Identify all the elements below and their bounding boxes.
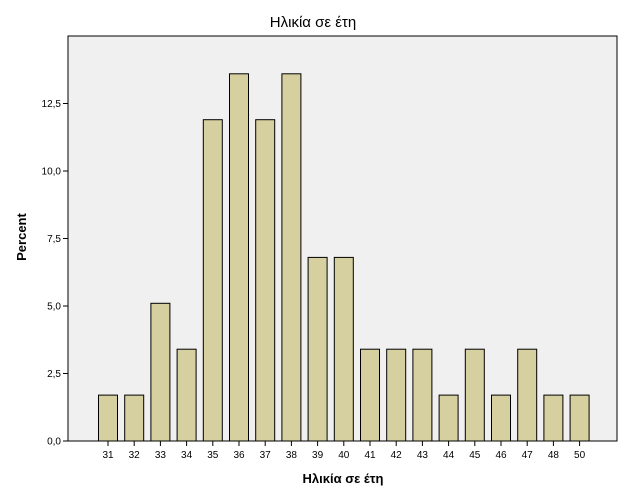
bar-42 [386, 348, 407, 442]
bar-38 [281, 73, 302, 442]
bar-37 [255, 119, 276, 442]
x-tick-label-47: 47 [522, 450, 534, 461]
x-tick-label-35: 35 [207, 450, 219, 461]
x-tick-label-46: 46 [495, 450, 507, 461]
bars-group [98, 73, 590, 442]
y-tick-label: 7,5 [47, 234, 61, 245]
x-tick-label-38: 38 [286, 450, 298, 461]
x-tick-label-48: 48 [548, 450, 560, 461]
x-tick-label-32: 32 [129, 450, 141, 461]
bar-31 [98, 394, 118, 442]
x-tick-label-41: 41 [364, 450, 376, 461]
x-tick-label-44: 44 [443, 450, 455, 461]
x-axis-title: Ηλικία σε έτη [303, 471, 384, 486]
x-tick-label-45: 45 [469, 450, 481, 461]
x-tick-label-33: 33 [155, 450, 167, 461]
y-axis-title: Percent [14, 212, 29, 260]
bar-48 [543, 394, 564, 442]
bar-39 [307, 256, 328, 442]
bar-34 [176, 348, 197, 442]
y-tick-label: 2,5 [47, 369, 61, 380]
x-tick-label-43: 43 [417, 450, 429, 461]
x-axis: 31 32 33 34 35 36 37 38 39 40 41 42 43 44 45 46 47 48 50 [102, 441, 586, 461]
x-tick-label-40: 40 [338, 450, 350, 461]
bar-41 [360, 348, 380, 442]
bar-35 [202, 119, 223, 442]
x-tick-label-34: 34 [181, 450, 193, 461]
x-tick-label-39: 39 [312, 450, 324, 461]
chart-title: Ηλικία σε έτη [270, 14, 356, 31]
x-tick-label-36: 36 [233, 450, 245, 461]
y-tick-label: 0,0 [47, 437, 61, 448]
y-tick-label: 10,0 [42, 167, 62, 178]
bar-50 [569, 394, 590, 442]
bar-36 [229, 73, 249, 442]
y-axis: 0,0 2,5 5,0 7,5 10,0 12,5 [42, 99, 68, 448]
bar-45 [464, 348, 485, 442]
x-tick-label-37: 37 [260, 450, 272, 461]
bar-47 [517, 348, 538, 442]
bar-33 [150, 302, 171, 442]
x-tick-label-31: 31 [102, 450, 114, 461]
x-tick-label-42: 42 [391, 450, 403, 461]
bar-43 [412, 348, 433, 442]
bar-32 [124, 394, 145, 442]
y-tick-label: 5,0 [47, 302, 61, 313]
bar-44 [438, 394, 459, 442]
y-tick-label: 12,5 [42, 99, 62, 110]
x-tick-label-50: 50 [574, 450, 586, 461]
bar-40 [333, 256, 354, 442]
bar-46 [491, 394, 511, 442]
